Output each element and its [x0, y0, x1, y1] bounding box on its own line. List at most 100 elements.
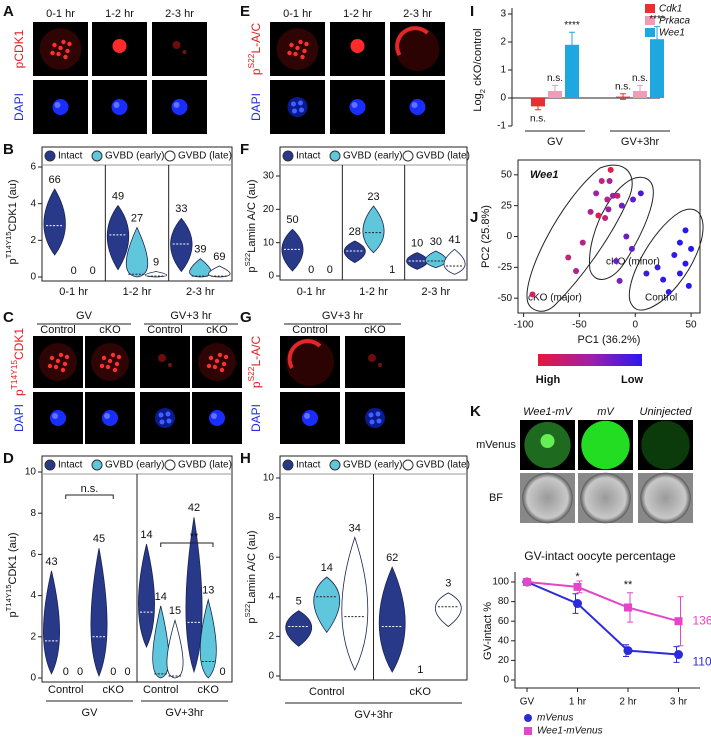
point	[676, 239, 683, 246]
micrograph	[330, 22, 385, 76]
label-part: p	[249, 381, 263, 388]
y-tick-label: 6	[268, 552, 274, 563]
micrograph	[638, 472, 693, 524]
point	[660, 276, 667, 283]
column-label: Control	[40, 324, 75, 336]
legend-label: GVBD (late)	[416, 151, 470, 162]
y-tick-label: 4	[30, 590, 36, 601]
row-label: DAPI	[249, 93, 263, 121]
n-label: 0	[63, 666, 69, 678]
violin	[362, 205, 385, 254]
violin	[125, 226, 149, 278]
signal	[168, 363, 172, 367]
panel-letter: A	[3, 3, 14, 20]
significance-label: **	[624, 579, 633, 591]
significance-label: n.s.	[81, 483, 99, 495]
signal	[302, 410, 318, 426]
point	[682, 227, 689, 234]
y-tick-label: 0	[506, 231, 512, 242]
bar	[565, 44, 579, 98]
n-label: 45	[93, 533, 105, 545]
row-label: DAPI	[12, 404, 26, 432]
n-label: 1	[417, 664, 423, 676]
x-axis-label: PC1 (36.2%)	[578, 334, 641, 346]
x-tick-label: GV	[547, 136, 564, 148]
panel-letter: F	[240, 141, 249, 158]
y-axis-label: PC2 (25.8%)	[480, 205, 492, 268]
signal	[365, 408, 385, 428]
signal	[50, 410, 66, 426]
y-tick-label: 0	[30, 272, 36, 283]
significance-label: n.s.	[530, 113, 546, 124]
signal	[211, 413, 217, 419]
label-part: L-A/C	[249, 23, 263, 54]
micrograph	[345, 392, 405, 444]
violin	[313, 576, 340, 634]
marker	[623, 646, 633, 656]
row-label: pS22L-A/C	[246, 23, 263, 76]
violin	[43, 570, 60, 675]
cluster-outline	[628, 208, 704, 311]
signal	[55, 358, 61, 364]
y-tick-label: 0	[30, 673, 36, 684]
error-bar	[620, 93, 626, 100]
bar	[531, 98, 545, 107]
violin	[106, 204, 130, 271]
y-tick-label: 3	[500, 9, 506, 20]
point	[616, 277, 623, 284]
point	[676, 270, 683, 277]
n-label: 0	[124, 666, 130, 678]
marker	[523, 578, 531, 586]
legend-swatch	[645, 28, 655, 37]
label-part: pCDK1	[12, 29, 26, 68]
marker	[573, 582, 582, 591]
panel-letter: D	[3, 450, 14, 467]
error-bar	[637, 84, 643, 98]
signal	[159, 419, 165, 425]
label-part: S22	[243, 253, 252, 267]
cluster-label: cKO (minor)	[606, 257, 660, 268]
signal	[102, 410, 118, 426]
signal	[99, 363, 105, 369]
point	[688, 245, 695, 252]
colorbar-label: High	[536, 374, 561, 386]
micrograph	[330, 80, 385, 134]
x-tick-label: GV+3hr	[621, 136, 660, 148]
error-bar	[654, 26, 660, 53]
micrograph	[192, 336, 242, 388]
signal	[104, 413, 110, 419]
n-label: 69	[213, 251, 225, 263]
cluster-outlines	[526, 164, 704, 312]
line	[526, 581, 679, 623]
signal	[112, 367, 118, 373]
signal	[214, 358, 220, 364]
cluster-outline	[526, 164, 633, 312]
y-tick-label: 10	[25, 467, 37, 478]
signal	[287, 339, 322, 369]
panel-letter: K	[470, 403, 481, 420]
n-label: 43	[45, 556, 57, 568]
y-tick-label: 60	[498, 616, 510, 627]
signal	[58, 352, 64, 358]
label-part: p	[7, 611, 19, 617]
point	[623, 233, 630, 240]
row-label: pS22L-A/C	[246, 336, 263, 389]
x-tick-label: -50	[572, 320, 587, 331]
signal	[58, 45, 63, 51]
legend-marker	[402, 150, 414, 162]
signal	[223, 354, 229, 360]
n-label: 13	[202, 585, 214, 597]
legend-label: GVBD (early)	[105, 460, 164, 471]
micrograph	[520, 420, 575, 470]
signal	[52, 42, 57, 48]
point	[593, 190, 600, 197]
point	[565, 254, 572, 261]
x-tick-label: Control	[143, 684, 178, 696]
y-tick-label: 2	[30, 631, 36, 642]
legend-label: GVBD (late)	[178, 151, 232, 162]
chart-title: Wee1	[530, 169, 559, 181]
signal	[293, 51, 298, 57]
signal	[287, 97, 308, 117]
violin	[199, 598, 217, 679]
legend-label: Intact	[296, 151, 321, 162]
